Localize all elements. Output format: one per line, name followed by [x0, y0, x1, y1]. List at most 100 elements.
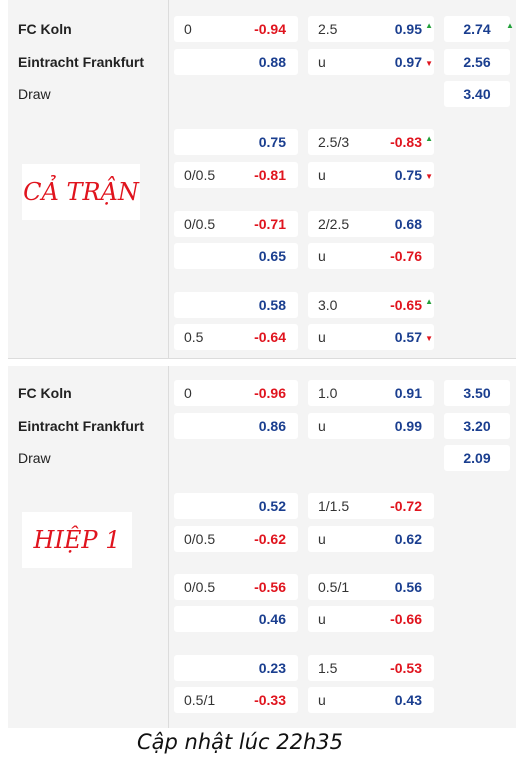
under-cell[interactable]: u 0.75 ▼	[308, 162, 434, 188]
odds-value: 0.88	[258, 54, 286, 70]
handicap-away-cell[interactable]: 0/0.5 -0.81	[174, 162, 298, 188]
handicap-line: 0.5/1	[184, 692, 216, 708]
home-team-name: FC Koln	[18, 21, 72, 37]
over-cell[interactable]: 3.0 -0.65 ▲	[308, 292, 434, 318]
odds-value: 0.91	[394, 385, 422, 401]
total-line: 2.5	[318, 21, 338, 37]
over-cell[interactable]: 2.5/3 -0.83 ▲	[308, 129, 434, 155]
over-cell[interactable]: 1/1.5 -0.72	[308, 493, 434, 519]
section-divider	[8, 358, 516, 359]
under-cell[interactable]: u 0.97 ▼	[308, 49, 434, 75]
handicap-line: 0	[184, 21, 192, 37]
handicap-away-cell[interactable]: 0.65	[174, 243, 298, 269]
1x2-home-odds[interactable]: 3.50	[444, 380, 510, 406]
under-cell[interactable]: u -0.76	[308, 243, 434, 269]
odds-value: -0.62	[254, 531, 286, 547]
arrow-up-icon: ▲	[425, 134, 433, 143]
column-divider	[168, 366, 169, 728]
1x2-away-odds[interactable]: 3.20	[444, 413, 510, 439]
1x2-away-odds[interactable]: 2.56	[444, 49, 510, 75]
handicap-away-cell[interactable]: 0.5/1 -0.33	[174, 687, 298, 713]
under-cell[interactable]: u -0.66	[308, 606, 434, 632]
handicap-line: 0/0.5	[184, 167, 216, 183]
odds-value: -0.56	[254, 579, 286, 595]
total-line: u	[318, 611, 326, 627]
total-line: u	[318, 54, 326, 70]
odds-value: -0.72	[390, 498, 422, 514]
odds-value: 0.99	[394, 418, 422, 434]
under-cell[interactable]: u 0.62	[308, 526, 434, 552]
handicap-home-cell[interactable]: 0/0.5 -0.56	[174, 574, 298, 600]
draw-label: Draw	[18, 450, 51, 466]
handicap-away-cell[interactable]: 0.46	[174, 606, 298, 632]
odds-value: -0.33	[254, 692, 286, 708]
total-line: 2.5/3	[318, 134, 350, 150]
handicap-away-cell[interactable]: 0.5 -0.64	[174, 324, 298, 350]
arrow-down-icon: ▼	[425, 172, 433, 181]
odds-value: 0.62	[394, 531, 422, 547]
odds-value: 0.75	[258, 134, 286, 150]
odds-value: -0.81	[254, 167, 286, 183]
arrow-down-icon: ▼	[425, 334, 433, 343]
handicap-away-cell[interactable]: 0/0.5 -0.62	[174, 526, 298, 552]
total-line: u	[318, 329, 326, 345]
handicap-line: 0.5	[184, 329, 204, 345]
odds-value: -0.71	[254, 216, 286, 232]
total-line: u	[318, 418, 326, 434]
draw-label: Draw	[18, 86, 51, 102]
over-cell[interactable]: 0.5/1 0.56	[308, 574, 434, 600]
section-label-fulltime: CẢ TRẬN	[22, 164, 140, 220]
total-line: 3.0	[318, 297, 338, 313]
away-team-name: Eintracht Frankfurt	[18, 418, 145, 434]
1x2-home-odds[interactable]: 2.74	[444, 16, 510, 42]
1x2-draw-odds[interactable]: 2.09	[444, 445, 510, 471]
odds-value: -0.83	[390, 134, 422, 150]
handicap-home-cell[interactable]: 0/0.5 -0.71	[174, 211, 298, 237]
odds-value: -0.94	[254, 21, 286, 37]
odds-value: 0.52	[258, 498, 286, 514]
arrow-up-icon: ▲	[425, 21, 433, 30]
home-team-name: FC Koln	[18, 385, 72, 401]
odds-value: -0.65	[390, 297, 422, 313]
total-line: u	[318, 531, 326, 547]
odds-value: -0.64	[254, 329, 286, 345]
handicap-line: 0/0.5	[184, 579, 216, 595]
over-cell[interactable]: 2/2.5 0.68	[308, 211, 434, 237]
odds-value: 0.43	[394, 692, 422, 708]
handicap-away-cell[interactable]: 0.88	[174, 49, 298, 75]
under-cell[interactable]: u 0.99	[308, 413, 434, 439]
1x2-draw-odds[interactable]: 3.40	[444, 81, 510, 107]
odds-value: -0.96	[254, 385, 286, 401]
handicap-home-cell[interactable]: 0 -0.94	[174, 16, 298, 42]
over-cell[interactable]: 2.5 0.95 ▲	[308, 16, 434, 42]
odds-value: 0.65	[258, 248, 286, 264]
arrow-up-icon: ▲	[425, 297, 433, 306]
over-cell[interactable]: 1.0 0.91	[308, 380, 434, 406]
total-line: u	[318, 692, 326, 708]
arrow-down-icon: ▼	[425, 59, 433, 68]
handicap-home-cell[interactable]: 0.75	[174, 129, 298, 155]
handicap-home-cell[interactable]: 0.23	[174, 655, 298, 681]
column-divider	[168, 0, 169, 358]
handicap-line: 0	[184, 385, 192, 401]
odds-value: 0.68	[394, 216, 422, 232]
under-cell[interactable]: u 0.43	[308, 687, 434, 713]
section-label-firsthalf: HIỆP 1	[22, 512, 132, 568]
over-cell[interactable]: 1.5 -0.53	[308, 655, 434, 681]
total-line: u	[318, 248, 326, 264]
handicap-line: 0/0.5	[184, 216, 216, 232]
update-time-caption: Cập nhật lúc 22h35	[136, 730, 344, 754]
handicap-away-cell[interactable]: 0.86	[174, 413, 298, 439]
away-team-name: Eintracht Frankfurt	[18, 54, 145, 70]
under-cell[interactable]: u 0.57 ▼	[308, 324, 434, 350]
total-line: 0.5/1	[318, 579, 350, 595]
arrow-up-icon: ▲	[506, 21, 514, 30]
handicap-line: 0/0.5	[184, 531, 216, 547]
odds-value: 0.75	[394, 167, 422, 183]
handicap-home-cell[interactable]: 0.58	[174, 292, 298, 318]
handicap-home-cell[interactable]: 0 -0.96	[174, 380, 298, 406]
total-line: u	[318, 167, 326, 183]
odds-value: -0.53	[390, 660, 422, 676]
handicap-home-cell[interactable]: 0.52	[174, 493, 298, 519]
odds-value: 0.58	[258, 297, 286, 313]
